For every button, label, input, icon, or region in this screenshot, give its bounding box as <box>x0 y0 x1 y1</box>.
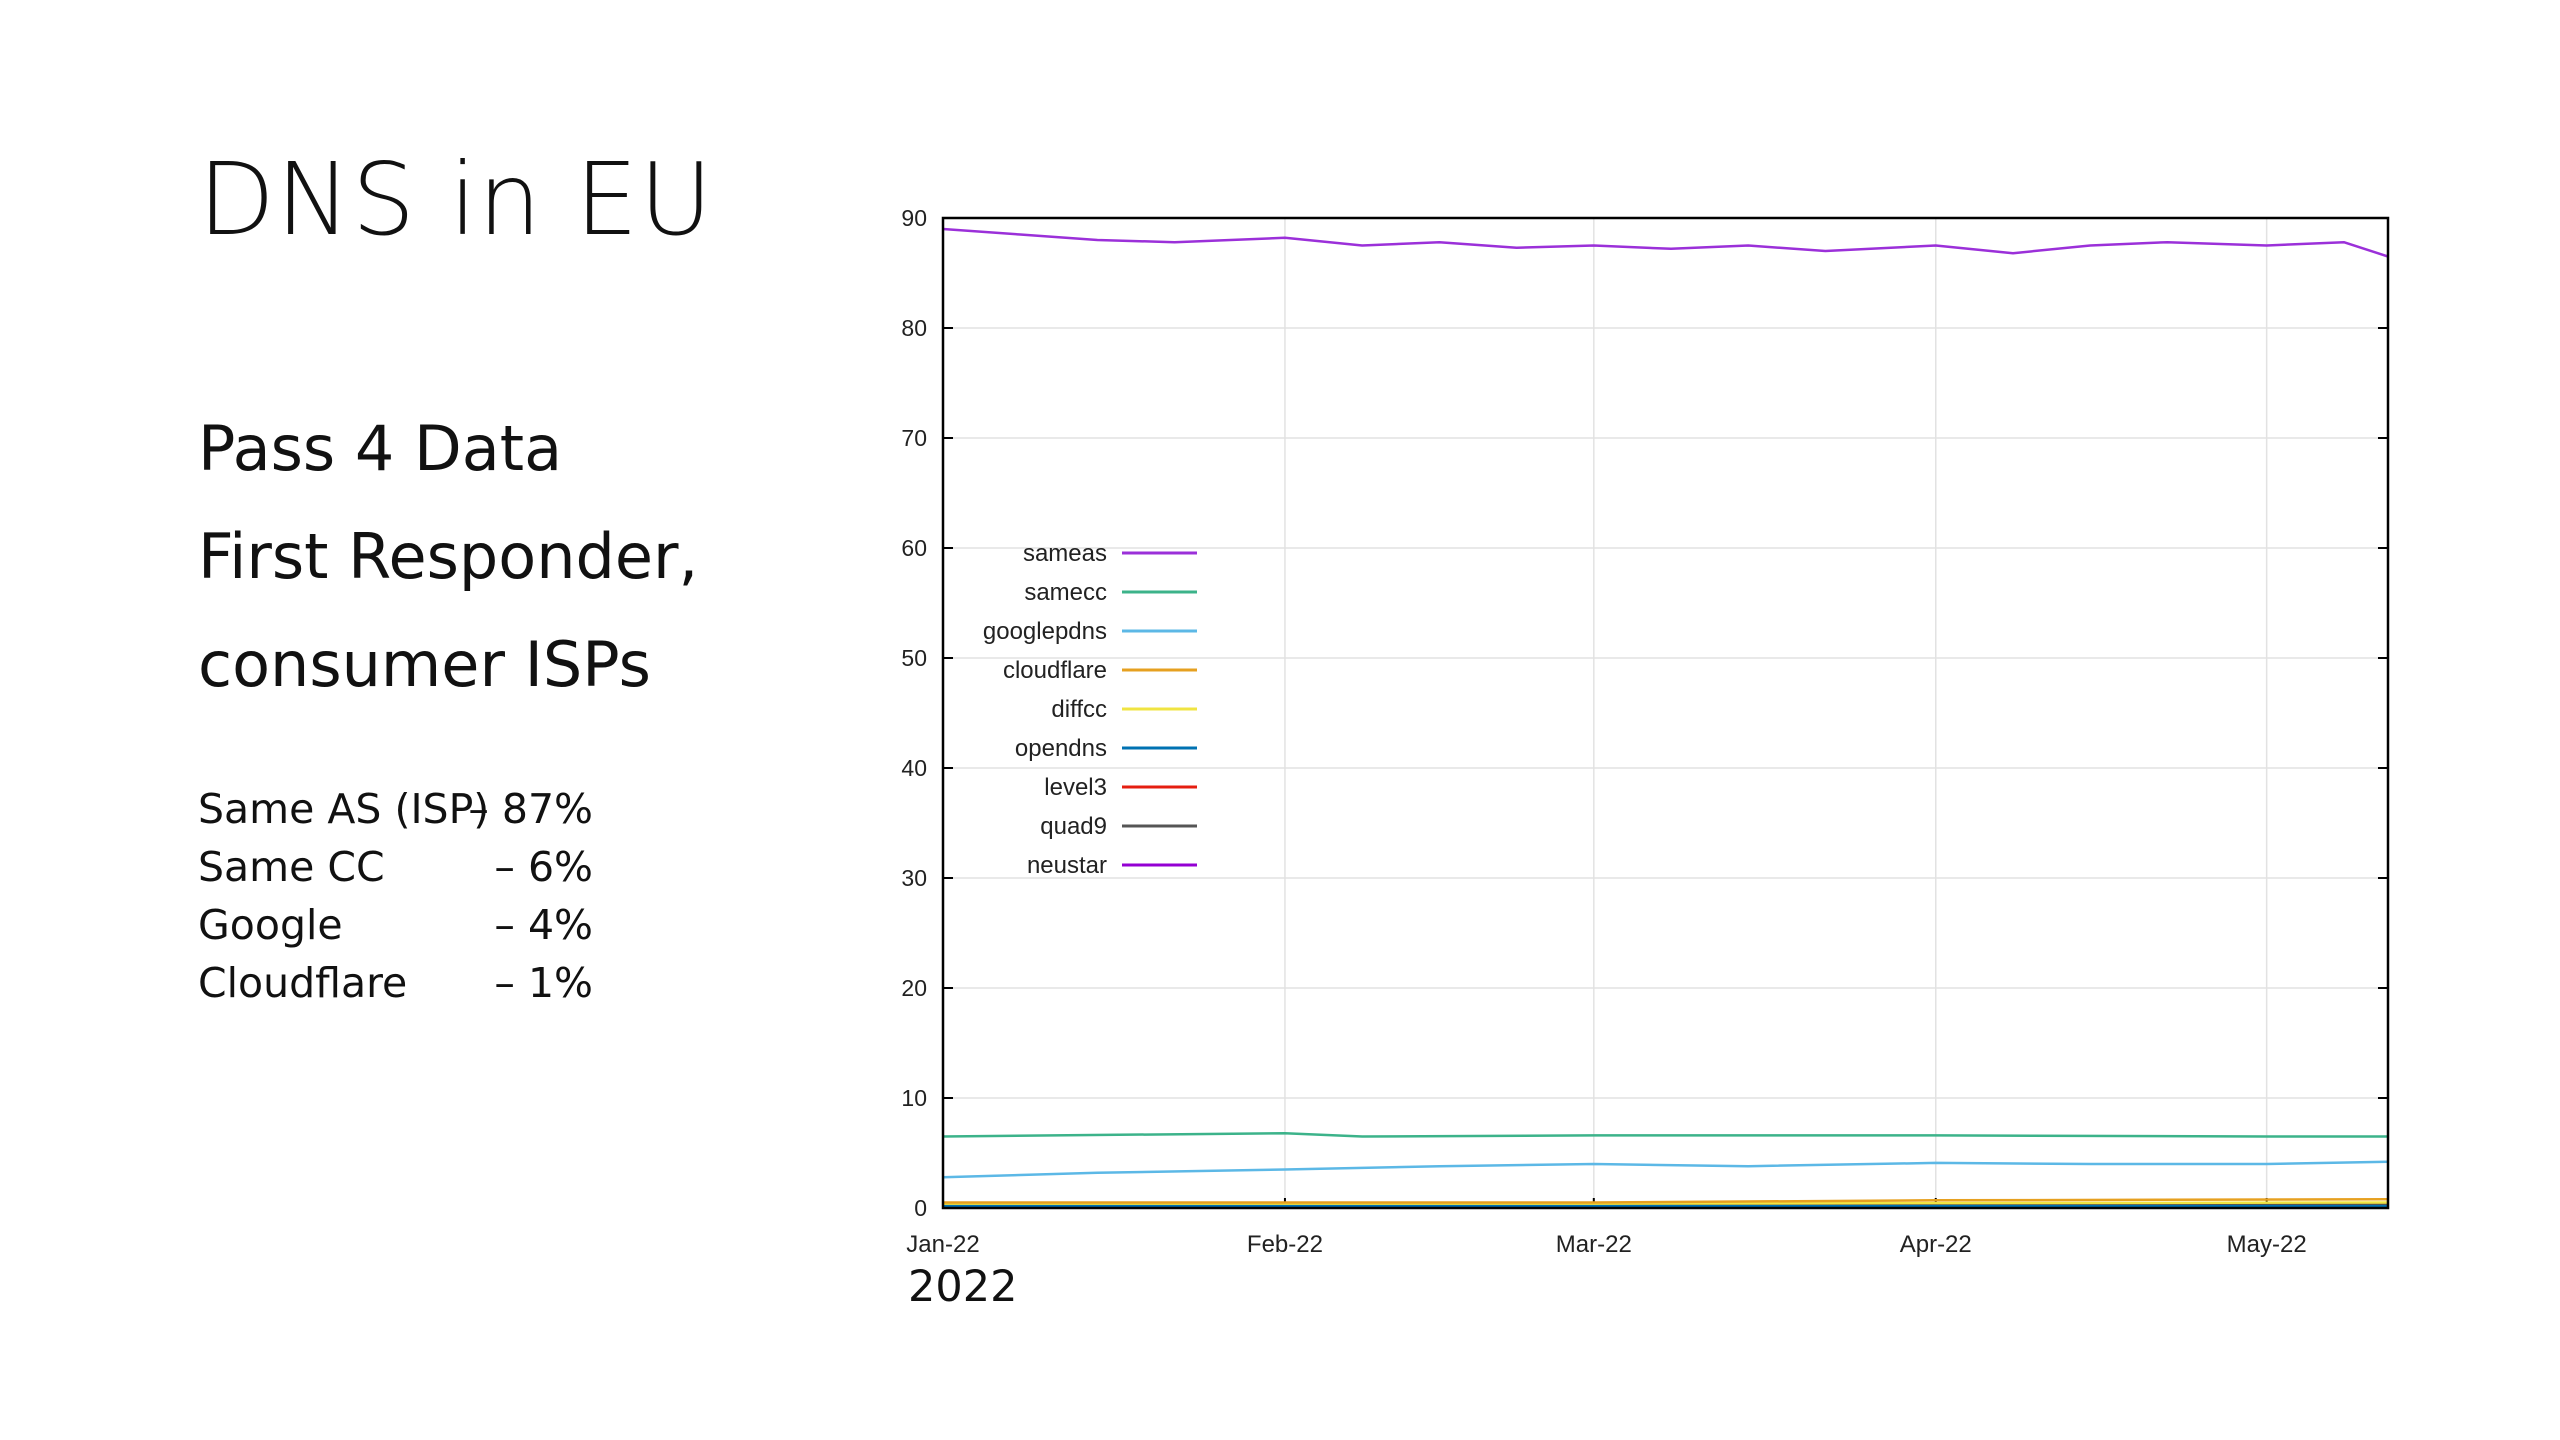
stat-label: Same CC <box>198 843 385 891</box>
subtitle-block: Pass 4 Data First Responder, consumer IS… <box>198 395 698 719</box>
y-tick-label: 40 <box>901 755 927 781</box>
legend-label: samecc <box>1024 579 1107 606</box>
legend-label: neustar <box>1027 852 1107 879</box>
year-label: 2022 <box>908 1262 1018 1312</box>
stat-label: Google <box>198 901 343 949</box>
legend-label: cloudflare <box>1003 657 1107 684</box>
legend-label: quad9 <box>1040 813 1107 840</box>
stat-row: Cloudflare – 1% <box>198 954 593 1012</box>
y-tick-label: 10 <box>901 1085 927 1111</box>
legend-label: opendns <box>1015 735 1107 762</box>
stat-row: Same AS (ISP) – 87% <box>198 780 593 838</box>
y-tick-label: 80 <box>901 315 927 341</box>
legend-label: level3 <box>1044 774 1107 801</box>
legend: sameas samecc googlepdns cloudflare diffcc op… <box>983 540 1197 879</box>
series-line-sameas <box>942 227 2389 258</box>
stat-value: – 87% <box>468 785 593 833</box>
plot-frame <box>941 216 2390 1210</box>
stats-list: Same AS (ISP) – 87% Same CC – 6% Google … <box>198 780 593 1012</box>
y-tick-label: 30 <box>901 865 927 891</box>
series-line-quad9 <box>942 1203 2388 1208</box>
legend-label: sameas <box>1023 540 1107 567</box>
y-tick-label: 20 <box>901 975 927 1001</box>
y-tick-label: 0 <box>914 1195 927 1221</box>
x-tick-label: Mar-22 <box>1556 1231 1632 1258</box>
y-tick-label: 90 <box>901 205 927 231</box>
series-line-diffcc <box>943 1201 2389 1205</box>
x-tick-label: May-22 <box>2227 1231 2307 1258</box>
series-line-googlepdns <box>942 1160 2389 1179</box>
stat-row: Same CC – 6% <box>198 838 593 896</box>
stat-value: – 1% <box>494 959 593 1007</box>
x-tick-label: Apr-22 <box>1900 1231 1972 1258</box>
subtitle-line: Pass 4 Data <box>198 412 563 485</box>
stat-value: – 6% <box>494 843 593 891</box>
legend-label: diffcc <box>1051 696 1107 723</box>
y-tick-label: 60 <box>901 535 927 561</box>
y-tick-label: 50 <box>901 645 927 671</box>
stat-value: – 4% <box>494 901 593 949</box>
stat-row: Google – 4% <box>198 896 593 954</box>
stat-label: Cloudflare <box>198 959 408 1007</box>
y-tick-label: 70 <box>901 425 927 451</box>
series-line-samecc <box>942 1131 2388 1138</box>
series-line-cloudflare <box>943 1197 2389 1204</box>
x-tick-label: Jan-22 <box>906 1231 979 1258</box>
slide-title: DNS in EU <box>198 141 714 258</box>
x-tick-label: Feb-22 <box>1247 1231 1323 1258</box>
subtitle-line: consumer ISPs <box>198 628 651 701</box>
subtitle-line: First Responder, <box>198 520 699 593</box>
stat-label: Same AS (ISP) <box>198 785 490 833</box>
legend-label: googlepdns <box>983 618 1107 645</box>
